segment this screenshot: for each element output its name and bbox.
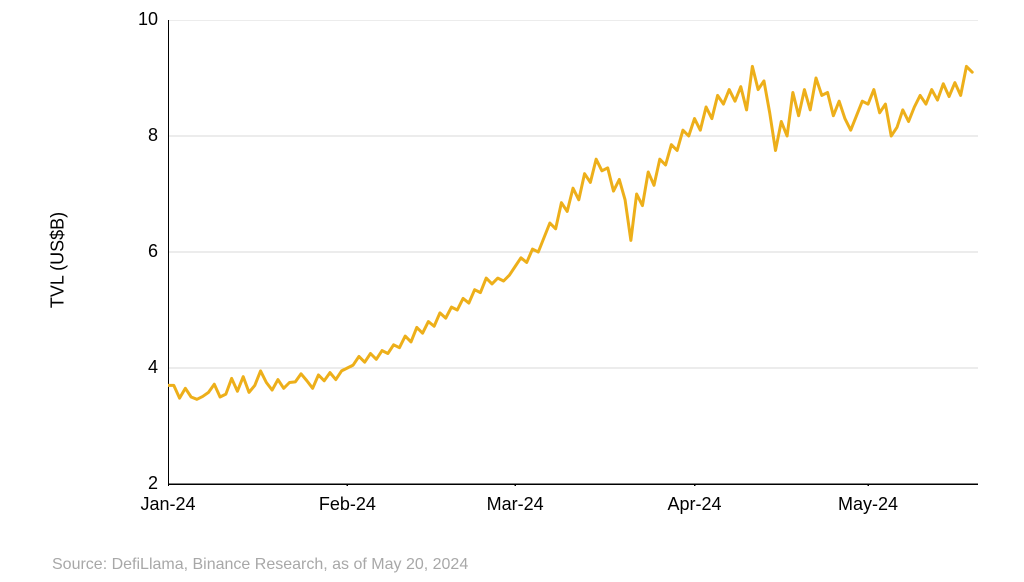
y-axis-label: TVL (US$B) — [48, 212, 69, 308]
chart-svg — [168, 20, 980, 486]
source-text: Source: DefiLlama, Binance Research, as … — [52, 556, 468, 574]
y-tick-label: 8 — [118, 125, 158, 146]
x-tick-label: Feb-24 — [319, 494, 376, 515]
y-tick-label: 2 — [118, 473, 158, 494]
x-tick-label: Jan-24 — [140, 494, 195, 515]
y-tick-label: 4 — [118, 357, 158, 378]
x-tick-label: Apr-24 — [667, 494, 721, 515]
y-tick-label: 6 — [118, 241, 158, 262]
tvl-line-chart: TVL (US$B) Source: DefiLlama, Binance Re… — [0, 0, 1024, 582]
y-tick-label: 10 — [118, 9, 158, 30]
x-tick-label: May-24 — [838, 494, 898, 515]
x-tick-label: Mar-24 — [487, 494, 544, 515]
